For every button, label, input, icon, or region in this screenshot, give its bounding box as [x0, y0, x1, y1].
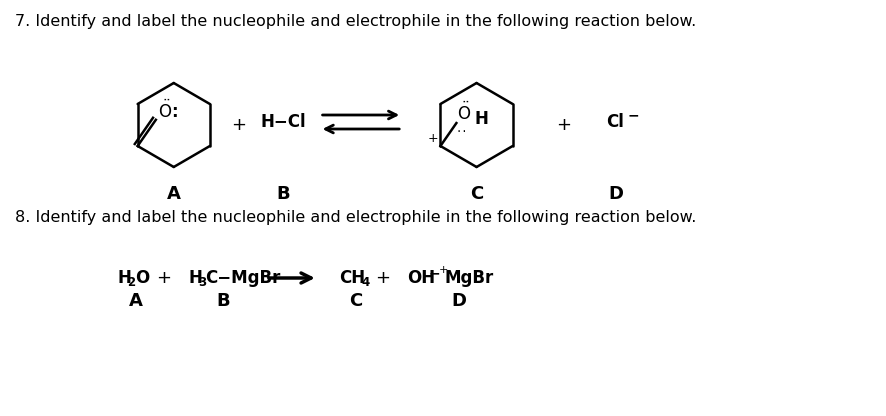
Text: ··: ·· [455, 127, 468, 137]
Text: $\ddot{\mathrm{O}}$: $\ddot{\mathrm{O}}$ [457, 102, 471, 124]
Text: −: − [627, 108, 639, 122]
Text: O: O [135, 269, 149, 287]
Text: $\ddot{\mathrm{O}}$:: $\ddot{\mathrm{O}}$: [158, 99, 178, 122]
Text: 7. Identify and label the nucleophile and electrophile in the following reaction: 7. Identify and label the nucleophile an… [15, 14, 696, 29]
Text: B: B [276, 185, 290, 203]
Text: +: + [427, 131, 438, 144]
Text: H: H [189, 269, 203, 287]
Text: 8. Identify and label the nucleophile and electrophile in the following reaction: 8. Identify and label the nucleophile an… [15, 210, 696, 225]
Text: B: B [216, 292, 230, 310]
Text: +: + [230, 116, 245, 134]
Text: CH: CH [339, 269, 366, 287]
Text: C: C [470, 185, 483, 203]
Text: +: + [375, 269, 390, 287]
Text: A: A [129, 292, 143, 310]
Text: H: H [117, 269, 131, 287]
Text: MgBr: MgBr [445, 269, 494, 287]
Text: 4: 4 [361, 275, 369, 289]
Text: A: A [167, 185, 181, 203]
Text: OH: OH [407, 269, 435, 287]
Text: Cl: Cl [606, 113, 624, 131]
Text: +: + [156, 269, 171, 287]
Text: C−MgBr: C−MgBr [206, 269, 281, 287]
Text: −: − [429, 266, 440, 280]
Text: H−Cl: H−Cl [260, 113, 306, 131]
Text: H: H [474, 110, 488, 128]
Text: 2: 2 [127, 275, 136, 289]
Text: C: C [349, 292, 362, 310]
Text: D: D [608, 185, 623, 203]
Text: 3: 3 [198, 275, 206, 289]
Text: +: + [556, 116, 571, 134]
Text: +: + [439, 265, 448, 275]
Text: D: D [451, 292, 466, 310]
